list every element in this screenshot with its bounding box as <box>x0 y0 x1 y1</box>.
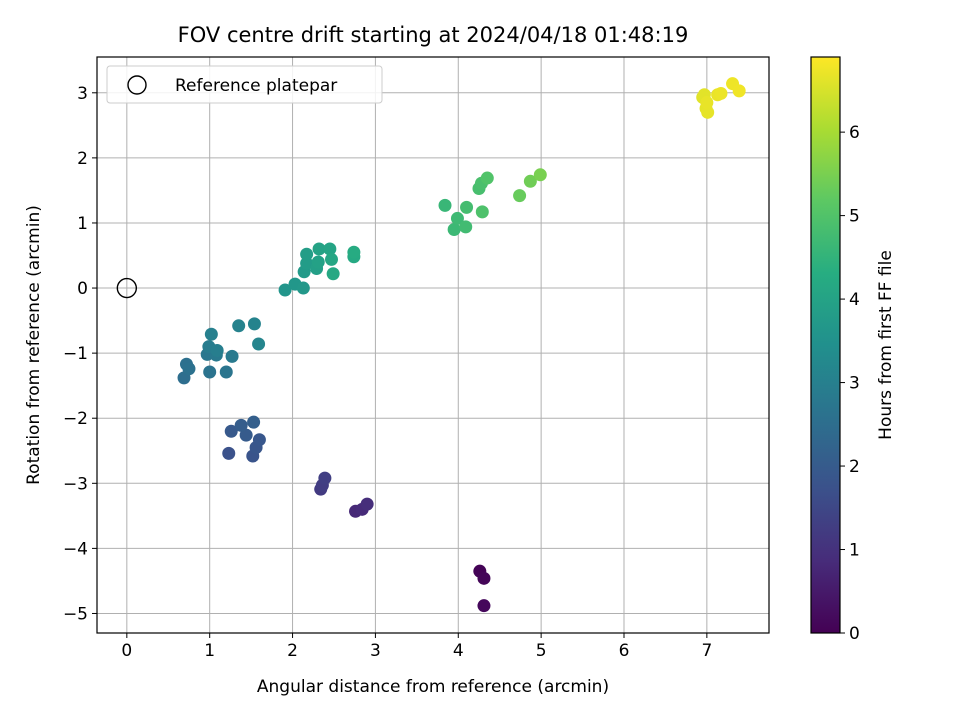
data-point <box>252 433 266 447</box>
data-point <box>533 168 547 182</box>
data-point <box>312 242 326 256</box>
x-tick-label: 7 <box>701 641 712 661</box>
y-tick-label: −1 <box>63 344 88 364</box>
data-point <box>296 281 310 295</box>
data-point <box>232 319 246 333</box>
data-point <box>360 497 374 511</box>
y-tick-label: −3 <box>63 474 88 494</box>
y-tick-label: −5 <box>63 604 88 624</box>
data-point <box>311 255 325 269</box>
legend-marker-open-circle <box>127 75 147 95</box>
grid-lines <box>97 57 769 633</box>
data-point <box>438 198 452 212</box>
data-point <box>477 599 491 613</box>
data-point <box>323 242 337 256</box>
x-tick-label: 4 <box>453 641 464 661</box>
y-tick-label: 1 <box>77 214 88 234</box>
data-point <box>234 418 248 432</box>
data-point <box>300 247 314 261</box>
data-point <box>239 428 253 442</box>
data-points <box>177 77 746 613</box>
data-point <box>326 267 340 281</box>
legend: Reference platepar <box>106 65 383 104</box>
data-point <box>300 256 314 270</box>
data-point <box>460 200 474 214</box>
x-tick-label: 1 <box>204 641 215 661</box>
data-point <box>347 245 361 259</box>
data-point <box>252 337 266 351</box>
data-point <box>475 205 489 219</box>
x-axis-label: Angular distance from reference (arcmin) <box>257 677 609 697</box>
reference-marker-layer <box>116 277 138 299</box>
data-point <box>203 365 217 379</box>
y-tick-label: −2 <box>63 409 88 429</box>
data-point <box>714 86 728 100</box>
x-tick-label: 3 <box>370 641 381 661</box>
plot-frame <box>96 56 770 634</box>
data-point <box>480 171 494 185</box>
data-point <box>247 317 261 331</box>
data-point <box>222 446 236 460</box>
colorbar-tick-label: 2 <box>849 457 860 477</box>
data-point <box>224 424 238 438</box>
data-point <box>450 211 464 225</box>
colorbar-tick-label: 1 <box>849 541 860 561</box>
data-point <box>700 96 714 110</box>
colorbar-gradient <box>811 57 840 633</box>
y-tick-label: −4 <box>63 539 88 559</box>
reference-platepar-marker <box>116 277 138 299</box>
colorbar-ticks: 0 1 2 3 4 5 6 <box>840 123 860 644</box>
y-axis-label: Rotation from reference (arcmin) <box>24 205 44 485</box>
x-tick-label: 2 <box>287 641 298 661</box>
data-point <box>278 283 292 297</box>
y-tick-label: 0 <box>77 279 88 299</box>
colorbar-tick-label: 3 <box>849 374 860 394</box>
x-tick-label: 6 <box>619 641 630 661</box>
data-point <box>459 220 473 234</box>
chart-title: FOV centre drift starting at 2024/04/18 … <box>178 23 689 47</box>
colorbar: 0 1 2 3 4 5 6 Hours from first FF file <box>810 56 896 644</box>
data-point <box>210 344 224 358</box>
colorbar-tick-label: 6 <box>849 123 860 143</box>
data-point <box>204 327 218 341</box>
colorbar-tick-label: 0 <box>849 624 860 644</box>
data-point <box>225 349 239 363</box>
data-point <box>318 471 332 485</box>
data-point <box>219 365 233 379</box>
legend-label: Reference platepar <box>175 76 337 96</box>
colorbar-label: Hours from first FF file <box>876 250 896 440</box>
data-point <box>701 105 715 119</box>
colorbar-tick-label: 5 <box>849 207 860 227</box>
data-point <box>447 222 461 236</box>
y-tick-label: 3 <box>77 84 88 104</box>
data-point <box>732 84 746 98</box>
data-point <box>477 571 491 585</box>
data-point <box>182 362 196 376</box>
axis-ticks: 0 1 2 3 4 5 6 7 −5 −4 −3 −2 −1 0 1 2 3 <box>63 84 712 661</box>
legend-box <box>106 65 383 104</box>
data-point <box>324 252 338 266</box>
x-tick-label: 0 <box>121 641 132 661</box>
data-point <box>513 189 527 203</box>
data-point <box>247 415 261 429</box>
y-tick-label: 2 <box>77 149 88 169</box>
x-tick-label: 5 <box>536 641 547 661</box>
data-point <box>523 174 537 188</box>
colorbar-tick-label: 4 <box>849 290 860 310</box>
colorbar-frame <box>810 56 841 634</box>
